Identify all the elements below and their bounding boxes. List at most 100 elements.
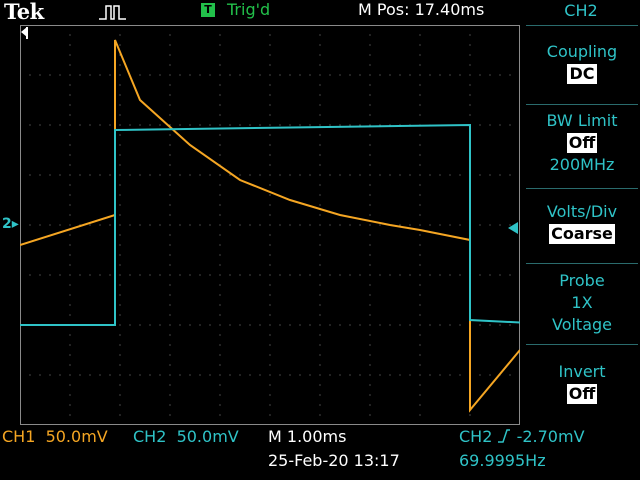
grid-dot [369, 54, 371, 56]
grid-dot [199, 74, 201, 76]
grid-dot [269, 274, 271, 276]
grid-dot [169, 364, 171, 366]
grid-dot [169, 184, 171, 186]
grid-dot [359, 224, 361, 226]
grid-dot [79, 174, 81, 176]
grid-dot [319, 25, 321, 26]
bw-limit-button[interactable]: BW Limit Off 200MHz [526, 110, 638, 176]
grid-dot [119, 25, 121, 26]
grid-dot [99, 124, 101, 126]
grid-dot [119, 154, 121, 156]
probe-button[interactable]: Probe 1X Voltage [526, 270, 638, 336]
grid-dot [269, 314, 271, 316]
grid-dot [429, 224, 431, 226]
grid-dot [349, 274, 351, 276]
grid-dot [499, 124, 501, 126]
grid-dot [169, 294, 171, 296]
trigger-level: -2.70mV [516, 427, 585, 446]
grid-dot [129, 374, 131, 376]
grid-dot [449, 224, 451, 226]
grid-dot [319, 34, 321, 36]
grid-dot [439, 374, 441, 376]
grid-dot [239, 74, 241, 76]
grid-dot [299, 224, 301, 226]
volts-div-button[interactable]: Volts/Div Coarse [526, 201, 638, 245]
bw-limit-value: Off [566, 133, 598, 153]
grid-dot [169, 134, 171, 136]
grid-dot [109, 374, 111, 376]
grid-dot [419, 174, 421, 176]
grid-dot [29, 374, 31, 376]
grid-dot [169, 164, 171, 166]
grid-dot [189, 224, 191, 226]
grid-dot [119, 394, 121, 396]
grid-dot [199, 124, 201, 126]
grid-dot [339, 124, 341, 126]
grid-dot [289, 124, 291, 126]
grid-dot [319, 314, 321, 316]
grid-dot [269, 144, 271, 146]
grid-dot [269, 64, 271, 66]
grid-dot [329, 174, 331, 176]
grid-dot [119, 384, 121, 386]
grid-dot [269, 244, 271, 246]
grid-dot [369, 284, 371, 286]
ch2-label: CH2 [133, 427, 167, 446]
grid-dot [139, 224, 141, 226]
grid-dot [119, 274, 121, 276]
grid-dot [449, 174, 451, 176]
coupling-button[interactable]: Coupling DC [526, 41, 638, 85]
horizontal-position: M Pos: 17.40ms [358, 0, 485, 19]
grid-dot [259, 374, 261, 376]
grid-dot [219, 174, 221, 176]
grid-dot [219, 254, 221, 256]
grid-dot [459, 324, 461, 326]
grid-dot [389, 274, 391, 276]
grid-dot [319, 374, 321, 376]
grid-dot [419, 44, 421, 46]
grid-dot [269, 354, 271, 356]
grid-dot [69, 25, 71, 26]
grid-dot [379, 74, 381, 76]
grid-dot [29, 224, 31, 226]
grid-dot [369, 224, 371, 226]
grid-dot [269, 424, 271, 425]
grid-dot [179, 374, 181, 376]
grid-dot [99, 274, 101, 276]
timebase-readout: M 1.00ms [268, 427, 347, 446]
grid-dot [489, 274, 491, 276]
invert-button[interactable]: Invert Off [526, 361, 638, 405]
grid-dot [419, 134, 421, 136]
grid-dot [139, 174, 141, 176]
grid-dot [319, 254, 321, 256]
grid-dot [269, 134, 271, 136]
grid-dot [469, 424, 471, 425]
grid-dot [469, 64, 471, 66]
grid-dot [429, 174, 431, 176]
grid-dot [119, 234, 121, 236]
grid-dot [319, 294, 321, 296]
grid-dot [159, 124, 161, 126]
right-arrow-icon: ▸ [11, 216, 19, 232]
grid-dot [319, 344, 321, 346]
grid-dot [219, 424, 221, 425]
grid-dot [69, 114, 71, 116]
grid-dot [319, 134, 321, 136]
waveform-display[interactable] [20, 25, 520, 425]
grid-dot [269, 214, 271, 216]
grid-dot [139, 274, 141, 276]
grid-dot [229, 274, 231, 276]
grid-dot [419, 384, 421, 386]
grid-dot [119, 194, 121, 196]
grid-dot [109, 174, 111, 176]
grid-dot [179, 324, 181, 326]
grid-dot [119, 264, 121, 266]
grid-dot [479, 224, 481, 226]
grid-dot [239, 274, 241, 276]
grid-dot [49, 124, 51, 126]
grid-dot [219, 25, 221, 26]
grid-dot [89, 224, 91, 226]
grid-dot [269, 104, 271, 106]
grid-dot [209, 124, 211, 126]
grid-dot [469, 114, 471, 116]
